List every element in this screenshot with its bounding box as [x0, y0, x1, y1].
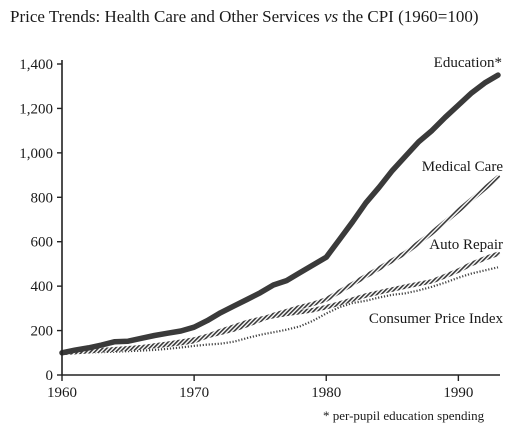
y-tick-label: 1,400	[19, 57, 53, 73]
y-tick-label: 1,000	[19, 146, 53, 162]
y-tick-label: 600	[31, 235, 54, 251]
series-label-consumer-price-index: Consumer Price Index	[369, 311, 504, 327]
series-label-education: Education*	[434, 55, 502, 71]
series-line-medical-care	[59, 175, 501, 356]
tick-labels: 0 200 400 600 800 1,000 1,200 1,400 1960 1970 1980…	[19, 57, 473, 401]
series-labels: Education* Medical Care Auto Repair Consume…	[369, 55, 504, 327]
y-tick-label: 200	[31, 324, 54, 340]
series-line-auto-repair	[59, 251, 501, 356]
chart-title-vs: vs	[324, 7, 339, 26]
y-tick-label: 800	[31, 190, 54, 206]
series-label-auto-repair: Auto Repair	[429, 237, 503, 253]
series-line-consumer-price-index	[61, 266, 499, 354]
y-tick-label: 1,200	[19, 101, 53, 117]
x-tick-label: 1970	[179, 385, 209, 401]
chart-title-suffix: the CPI (1960=100)	[342, 7, 478, 26]
series-line-education	[59, 72, 501, 356]
x-tick-label: 1980	[311, 385, 341, 401]
y-tick-label: 400	[31, 279, 54, 295]
footnote: * per-pupil education spending	[323, 408, 485, 423]
series-label-medical-care: Medical Care	[422, 159, 504, 175]
x-tick-label: 1990	[443, 385, 473, 401]
chart-title: Price Trends: Health Care and Other Serv…	[10, 7, 479, 26]
axes	[57, 60, 500, 381]
y-tick-label: 0	[46, 368, 54, 384]
x-tick-label: 1960	[47, 385, 77, 401]
plot-area	[59, 72, 501, 356]
chart-title-main: Price Trends: Health Care and Other Serv…	[10, 7, 320, 26]
